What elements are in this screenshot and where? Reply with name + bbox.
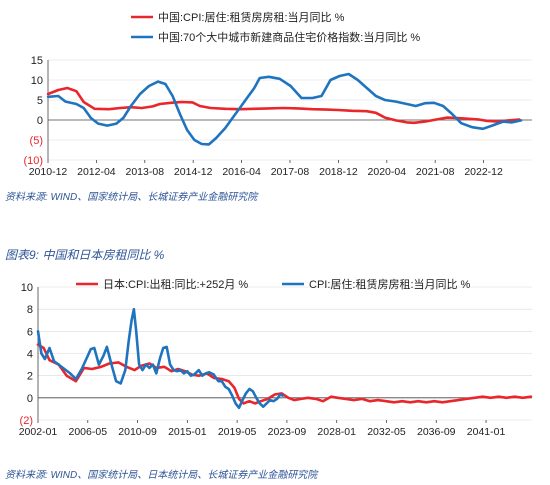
- chart-2: 10 8 6 4 2 0 (2) 2002-01 2006-05 2010-09 2015-01 20…: [0, 268, 550, 438]
- y-tick-label: 10: [31, 75, 43, 87]
- y-tick-label: 4: [27, 349, 33, 361]
- legend-label-1: 中国:CPI:居住:租赁房房租:当月同比 %: [158, 10, 345, 24]
- x-tick-label: 2041-01: [467, 426, 506, 438]
- x-tick-label: 2019-05: [218, 426, 257, 438]
- y-tick-label: 0: [27, 393, 33, 405]
- legend-label-2: CPI:居住:租赁房房租:当月同比 %: [309, 277, 471, 291]
- x-tick-label: 2015-01: [168, 426, 207, 438]
- x-tick-label: 2022-12: [464, 166, 503, 178]
- y-tick-label: (10): [23, 155, 43, 167]
- chart-2-svg: 10 8 6 4 2 0 (2)2002-01 2006-05 2010-09 2015-01 20…: [19, 277, 533, 438]
- x-tick-label: 2010-09: [118, 426, 157, 438]
- x-tick-label: 2020-04: [368, 166, 407, 178]
- x-tick-label: 2014-12: [174, 166, 213, 178]
- x-tick-label: 2032-05: [367, 426, 406, 438]
- chart-1-svg: 15 10 5 0 (5) (10)2010-12 2012-04 2013-08 2014-1…: [23, 10, 532, 178]
- x-tick-label: 2002-01: [19, 426, 58, 438]
- y-tick-label: 10: [21, 282, 33, 294]
- x-tick-label: 2017-08: [271, 166, 310, 178]
- x-tick-label: 2018-12: [319, 166, 358, 178]
- x-tick-label: 2036-09: [417, 426, 456, 438]
- chart-2-source: 资料来源: WIND、国家统计局、日本统计局、长城证券产业金融研究院: [5, 470, 318, 481]
- y-tick-label: 2: [27, 371, 33, 383]
- x-tick-label: 2021-08: [416, 166, 455, 178]
- x-tick-label: 2028-01: [317, 426, 356, 438]
- x-tick-label: 2013-08: [126, 166, 165, 178]
- chart-1: 15 10 5 0 (5) (10) 2010-12 2012-04 2013-08 2014-1…: [0, 0, 550, 185]
- x-tick-label: 2016-04: [222, 166, 261, 178]
- x-tick-label: 2010-12: [29, 166, 68, 178]
- y-tick-label: (5): [30, 135, 43, 147]
- series-line-2: [36, 307, 284, 410]
- x-tick-label: 2012-04: [77, 166, 116, 178]
- series-line-1: [46, 86, 521, 125]
- legend-label-1: 日本:CPI:出租:同比:+252月 %: [103, 277, 248, 291]
- y-tick-label: 5: [37, 95, 43, 107]
- legend-label-2: 中国:70个大中城市新建商品住宅价格指数:当月同比 %: [158, 30, 420, 44]
- chart-1-source: 资料来源: WIND、国家统计局、长城证券产业金融研究院: [5, 192, 258, 203]
- y-tick-label: (2): [20, 415, 33, 427]
- y-tick-label: 0: [37, 115, 43, 127]
- y-tick-label: 15: [31, 55, 43, 67]
- series-line-2: [46, 72, 523, 146]
- y-tick-label: 8: [27, 304, 33, 316]
- x-tick-label: 2023-09: [268, 426, 307, 438]
- x-tick-label: 2006-05: [69, 426, 108, 438]
- y-tick-label: 6: [27, 326, 33, 338]
- figure-9-title: 图表9: 中国和日本房租同比 %: [5, 248, 165, 262]
